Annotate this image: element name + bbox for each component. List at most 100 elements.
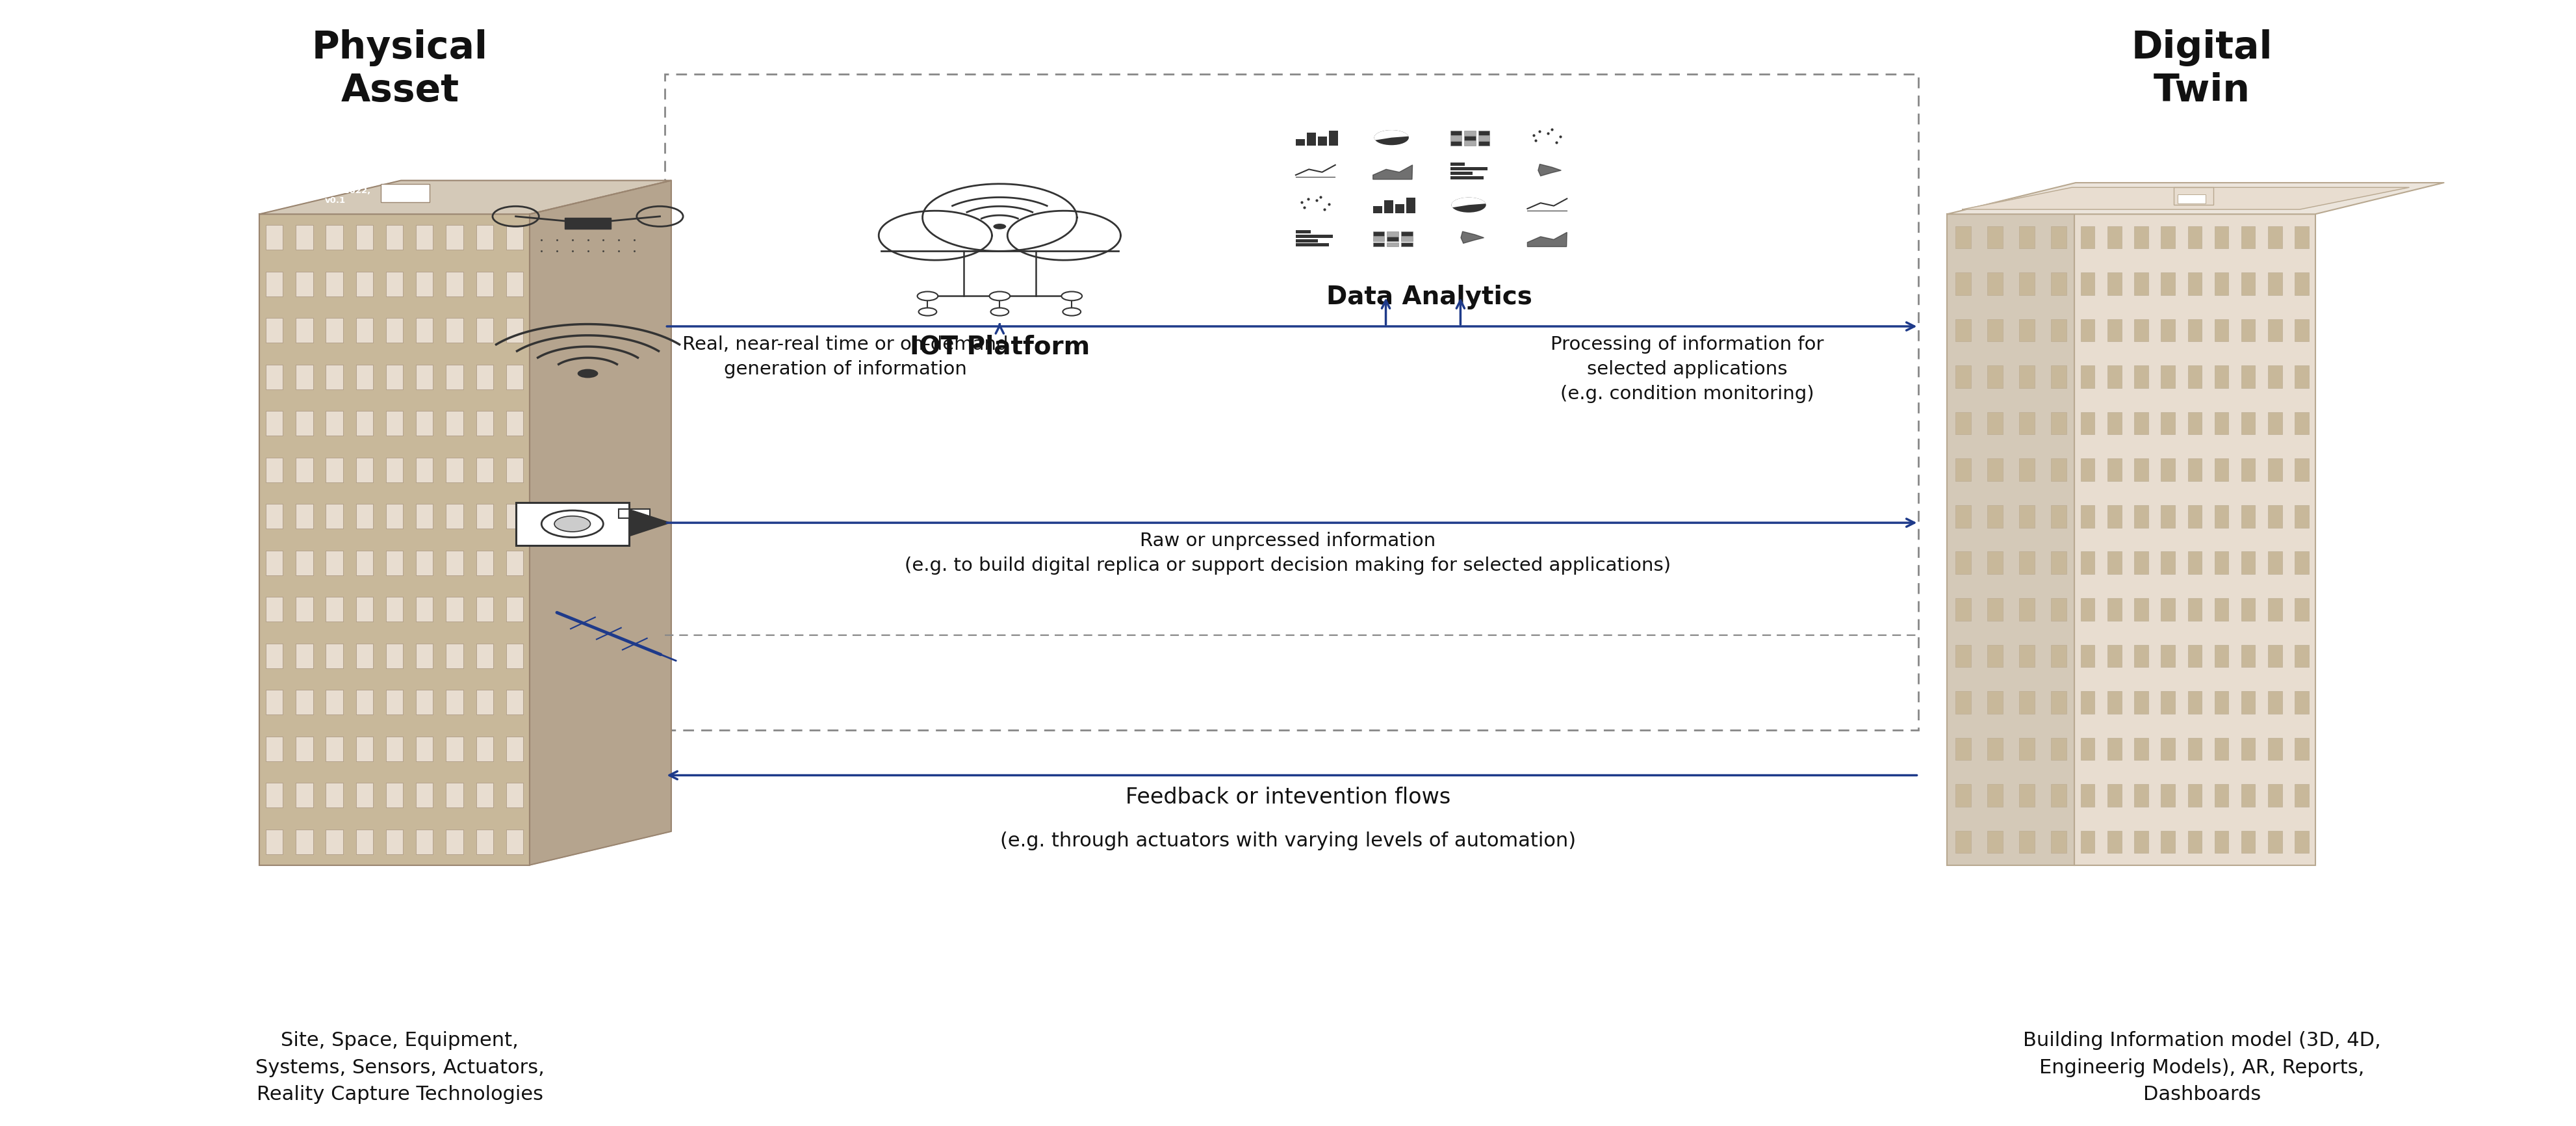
Bar	[296, 690, 312, 715]
Bar	[477, 225, 492, 250]
Bar	[265, 504, 283, 529]
Bar	[505, 643, 523, 668]
Bar	[505, 271, 523, 296]
Bar	[2161, 319, 2174, 341]
Bar	[265, 643, 283, 668]
Bar	[1479, 136, 1489, 141]
Bar	[2241, 412, 2254, 435]
Bar	[2241, 784, 2254, 806]
Bar	[1986, 598, 2002, 620]
Bar	[1986, 226, 2002, 249]
Bar	[446, 643, 464, 668]
Bar	[1450, 141, 1461, 145]
Bar	[2295, 691, 2308, 714]
Bar	[2267, 366, 2282, 388]
Bar	[1373, 232, 1383, 236]
Bar	[2161, 831, 2174, 854]
Bar	[415, 318, 433, 342]
Bar	[446, 690, 464, 715]
Bar	[2295, 319, 2308, 341]
Bar	[505, 551, 523, 575]
Bar	[2050, 644, 2066, 667]
Bar	[2050, 412, 2066, 435]
Bar	[2107, 644, 2123, 667]
Bar	[1955, 226, 1971, 249]
Bar	[386, 225, 402, 250]
Bar	[2187, 272, 2202, 295]
Bar	[2107, 831, 2123, 854]
Bar	[415, 830, 433, 855]
Bar	[1296, 138, 1306, 145]
Bar	[265, 365, 283, 390]
Bar	[2107, 506, 2123, 528]
Bar	[2295, 506, 2308, 528]
Text: (e.g. through actuators with varying levels of automation): (e.g. through actuators with varying lev…	[999, 831, 1577, 850]
Bar	[386, 783, 402, 807]
Text: Physical
Asset: Physical Asset	[312, 29, 487, 109]
Bar	[386, 457, 402, 482]
Bar	[1296, 243, 1329, 247]
Bar	[2215, 691, 2228, 714]
Bar	[296, 597, 312, 622]
Bar	[386, 411, 402, 436]
Bar	[1986, 831, 2002, 854]
Bar	[477, 271, 492, 296]
Circle shape	[920, 307, 938, 315]
Bar	[2081, 691, 2094, 714]
Bar	[1955, 272, 1971, 295]
Bar	[1955, 831, 1971, 854]
Bar	[2050, 272, 2066, 295]
Bar	[296, 504, 312, 529]
Bar	[2187, 738, 2202, 760]
Bar	[446, 271, 464, 296]
Bar	[2081, 784, 2094, 806]
Bar	[2081, 226, 2094, 249]
Polygon shape	[629, 509, 670, 536]
Bar	[2241, 272, 2254, 295]
Circle shape	[1061, 292, 1082, 301]
Circle shape	[878, 211, 992, 260]
Text: IOT Platform: IOT Platform	[909, 334, 1090, 359]
Bar	[1955, 458, 1971, 481]
Bar	[2136, 272, 2148, 295]
Bar	[1450, 162, 1466, 166]
Bar	[355, 318, 374, 342]
Bar	[327, 643, 343, 668]
Bar	[327, 225, 343, 250]
Bar	[2050, 691, 2066, 714]
Bar	[2081, 506, 2094, 528]
Bar	[505, 225, 523, 250]
Bar	[446, 504, 464, 529]
Bar	[2241, 644, 2254, 667]
Bar	[1401, 232, 1412, 236]
Bar	[1955, 412, 1971, 435]
Bar	[2107, 226, 2123, 249]
Bar	[881, 231, 1118, 251]
Bar	[2215, 831, 2228, 854]
Bar	[2136, 644, 2148, 667]
Bar	[2215, 644, 2228, 667]
Bar	[355, 271, 374, 296]
Bar	[2081, 644, 2094, 667]
Bar	[2136, 784, 2148, 806]
Bar	[2187, 506, 2202, 528]
Bar	[2161, 458, 2174, 481]
Bar	[446, 318, 464, 342]
Bar	[477, 318, 492, 342]
Bar	[2107, 738, 2123, 760]
Bar	[1296, 234, 1332, 238]
Bar	[1386, 232, 1399, 236]
Bar	[477, 504, 492, 529]
Bar	[505, 411, 523, 436]
Bar	[2241, 691, 2254, 714]
Bar	[1479, 131, 1489, 135]
Text: Digital
Twin: Digital Twin	[2130, 29, 2272, 109]
Bar	[260, 214, 531, 865]
Bar	[2295, 644, 2308, 667]
Circle shape	[922, 184, 1077, 251]
Bar	[446, 365, 464, 390]
Bar	[2187, 366, 2202, 388]
Circle shape	[1064, 307, 1082, 315]
Bar	[2050, 784, 2066, 806]
Bar	[355, 411, 374, 436]
